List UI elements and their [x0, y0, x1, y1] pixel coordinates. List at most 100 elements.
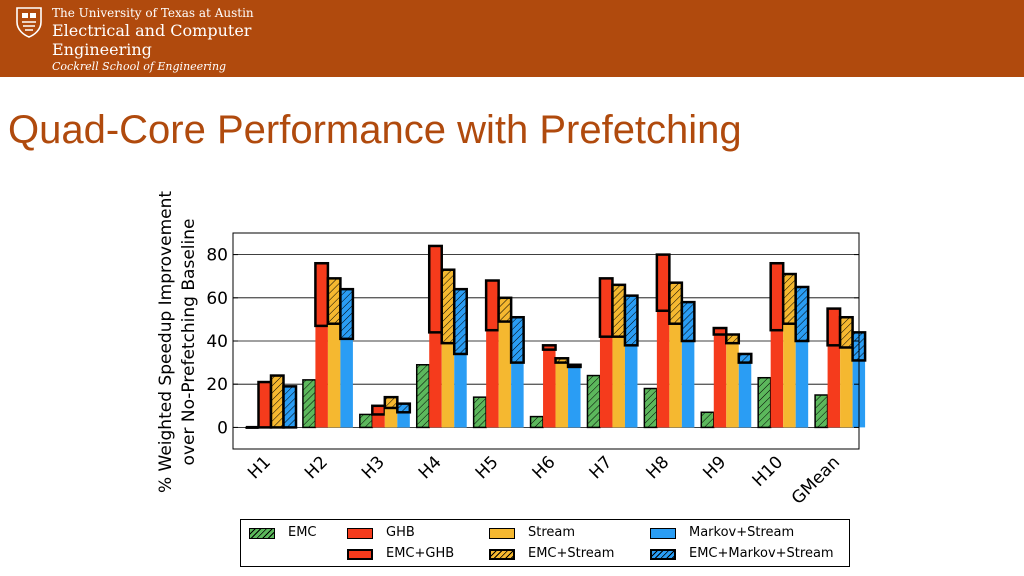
bar-emc-plus-hatch-markov-stream-h2 [340, 289, 353, 339]
bar-emc-plus-hatch-markov-stream-h8 [681, 302, 695, 341]
department-line2: Engineering [52, 40, 152, 59]
bar-markov-stream-h10 [795, 341, 809, 428]
bar-ghb-h7 [599, 336, 613, 428]
bar-emc-plus-ghb-h9 [712, 326, 728, 336]
bar-ghb-h9 [713, 334, 727, 428]
bar-stream-h6 [555, 362, 569, 428]
bar-ghb-h3 [372, 414, 385, 428]
bar-emc-plus-hatch-stream-h4 [441, 269, 455, 344]
brand-block: The University of Texas at Austin Electr… [52, 6, 254, 74]
bar-markov-stream-h5 [511, 362, 524, 428]
bar-emc-hatch-h10 [758, 377, 771, 428]
bar-emc-plus-hatch-stream-h6 [555, 358, 569, 363]
bar-emc-plus-hatch-markov-stream-h9 [738, 353, 752, 363]
bar-ghb-h6 [543, 349, 556, 428]
bar-emc-hatch-h7 [587, 375, 600, 428]
bar-emc-plus-hatch-stream-gmean [840, 317, 853, 348]
y-tick-label: 20 [206, 375, 228, 395]
department-line1: Electrical and Computer [52, 21, 252, 40]
bar-emc-plus-ghb-h10 [769, 261, 785, 332]
bar-ghb-h5 [486, 330, 499, 428]
bar-emc-plus-ghb-h5 [484, 279, 500, 332]
bar-markov-stream-h6 [568, 366, 581, 428]
bar-stream-h9 [726, 343, 739, 428]
bar-emc-plus-ghb-h1 [257, 380, 273, 429]
header-bar: The University of Texas at Austin Electr… [0, 0, 1024, 77]
legend-label-stream: Stream [528, 525, 576, 540]
bar-emc-hatch-h2 [302, 379, 316, 428]
legend-label-ghb: GHB [386, 525, 415, 540]
legend-label-emc-stream: EMC+Stream [528, 546, 615, 561]
x-tick-label-h1: H1 [244, 452, 275, 483]
bar-emc-hatch-h6 [530, 416, 544, 428]
bar-emc-plus-ghb-h3 [371, 404, 387, 416]
bar-markov-stream-h3 [397, 412, 410, 428]
bar-emc-plus-hatch-stream-h9 [726, 334, 739, 344]
legend-label-emc-markov-stream: EMC+Markov+Stream [689, 546, 834, 561]
y-tick-label: 40 [206, 332, 228, 352]
school-name: Cockrell School of Engineering [52, 60, 227, 73]
bar-stream-gmean [840, 347, 853, 428]
legend-label-emc-ghb: EMC+GHB [386, 546, 455, 561]
legend: EMC GHB Stream Markov+Stream EMC+GHB EMC… [240, 519, 850, 567]
slide-title: Quad-Core Performance with Prefetching [8, 108, 742, 152]
bar-emc-plus-hatch-stream-h3 [384, 397, 398, 408]
bar-stream-h4 [441, 343, 455, 428]
x-tick-label-h8: H8 [643, 452, 674, 483]
bar-markov-stream-h8 [681, 341, 695, 428]
bar-ghb-h10 [770, 330, 784, 428]
bar-emc-plus-ghb-h7 [598, 277, 614, 338]
bar-emc-plus-hatch-markov-stream-h10 [795, 287, 809, 341]
y-tick-label: 80 [206, 246, 228, 266]
bar-ghb-h8 [656, 310, 670, 428]
bar-emc-plus-hatch-stream-h1 [271, 375, 284, 428]
legend-swatch-markov-stream [650, 528, 676, 539]
x-tick-label-h10: H10 [749, 452, 787, 490]
legend-label-markov-stream: Markov+Stream [689, 525, 795, 540]
x-tick-label-h6: H6 [529, 452, 560, 483]
x-tick-label-h4: H4 [415, 452, 446, 483]
bars [245, 244, 867, 429]
x-tick-label-h3: H3 [358, 452, 389, 483]
bar-emc-hatch-h5 [473, 397, 487, 428]
bar-stream-h5 [498, 321, 512, 428]
legend-swatch-emc-ghb [347, 549, 373, 560]
y-tick-label: 60 [206, 289, 228, 309]
bar-emc-plus-hatch-stream-h5 [498, 297, 512, 322]
x-tick-label-h9: H9 [699, 452, 730, 483]
y-tick-label: 0 [217, 418, 228, 438]
bar-ghb-h2 [315, 325, 328, 428]
bar-markov-stream-h7 [624, 345, 638, 428]
bar-markov-stream-h4 [454, 353, 467, 428]
bar-emc-plus-hatch-markov-stream-h7 [624, 295, 638, 346]
x-tick-label-h7: H7 [586, 452, 617, 483]
bar-emc-plus-hatch-stream-h8 [669, 282, 682, 324]
bar-stream-h10 [783, 323, 796, 428]
bar-emc-hatch-h8 [644, 388, 657, 428]
bar-emc-plus-hatch-stream-h2 [327, 278, 341, 324]
x-tick-label-h2: H2 [301, 452, 332, 483]
bar-ghb-gmean [827, 345, 841, 428]
bar-emc-plus-hatch-markov-stream-h1 [283, 386, 296, 428]
bar-markov-stream-h9 [738, 362, 752, 428]
bar-emc-plus-ghb-gmean [826, 307, 842, 347]
bar-emc-hatch-h3 [359, 414, 373, 428]
bar-emc-hatch-h9 [701, 412, 714, 428]
bar-emc-plus-hatch-stream-h7 [612, 284, 625, 337]
bar-ghb-h4 [429, 332, 442, 428]
bar-emc-plus-ghb-h4 [427, 244, 443, 334]
bar-emc-plus-ghb-h2 [314, 261, 330, 328]
x-tick-label-gmean: GMean [788, 452, 844, 508]
legend-label-emc: EMC [288, 525, 317, 540]
bar-stream-h3 [384, 407, 398, 428]
y-axis-label-line2: over No-Prefetching Baseline [179, 219, 199, 466]
legend-swatch-emc-markov-stream [650, 549, 676, 560]
y-axis-label-line1: % Weighted Speedup Improvement [156, 191, 176, 493]
legend-swatch-emc [249, 528, 275, 539]
university-name: The University of Texas at Austin [52, 6, 254, 20]
bar-stream-h7 [612, 336, 625, 428]
bar-emc-plus-hatch-markov-stream-h4 [454, 289, 467, 354]
bar-emc-plus-ghb-h6 [541, 344, 557, 351]
bar-emc-plus-hatch-markov-stream-h3 [397, 403, 410, 413]
